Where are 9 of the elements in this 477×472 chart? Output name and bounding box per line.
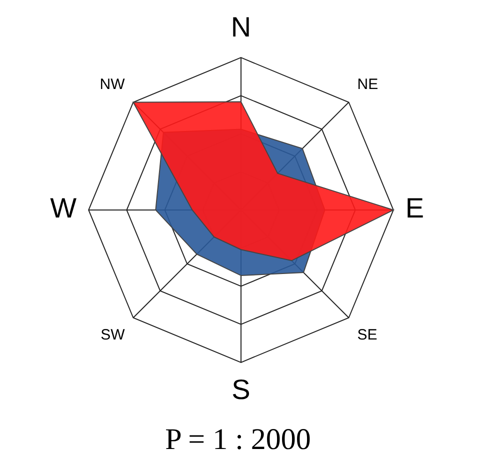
spoke-label: SE — [357, 326, 378, 344]
spoke-label: NE — [357, 76, 378, 93]
text: P = 1 : 2000 — [165, 422, 311, 456]
spoke-label: N — [230, 12, 252, 43]
spoke-label: SW — [100, 326, 126, 344]
spoke-label: NW — [100, 76, 126, 93]
spoke-label: S — [232, 374, 250, 405]
spoke-label: W — [50, 192, 78, 224]
spoke-label: E — [405, 192, 424, 224]
